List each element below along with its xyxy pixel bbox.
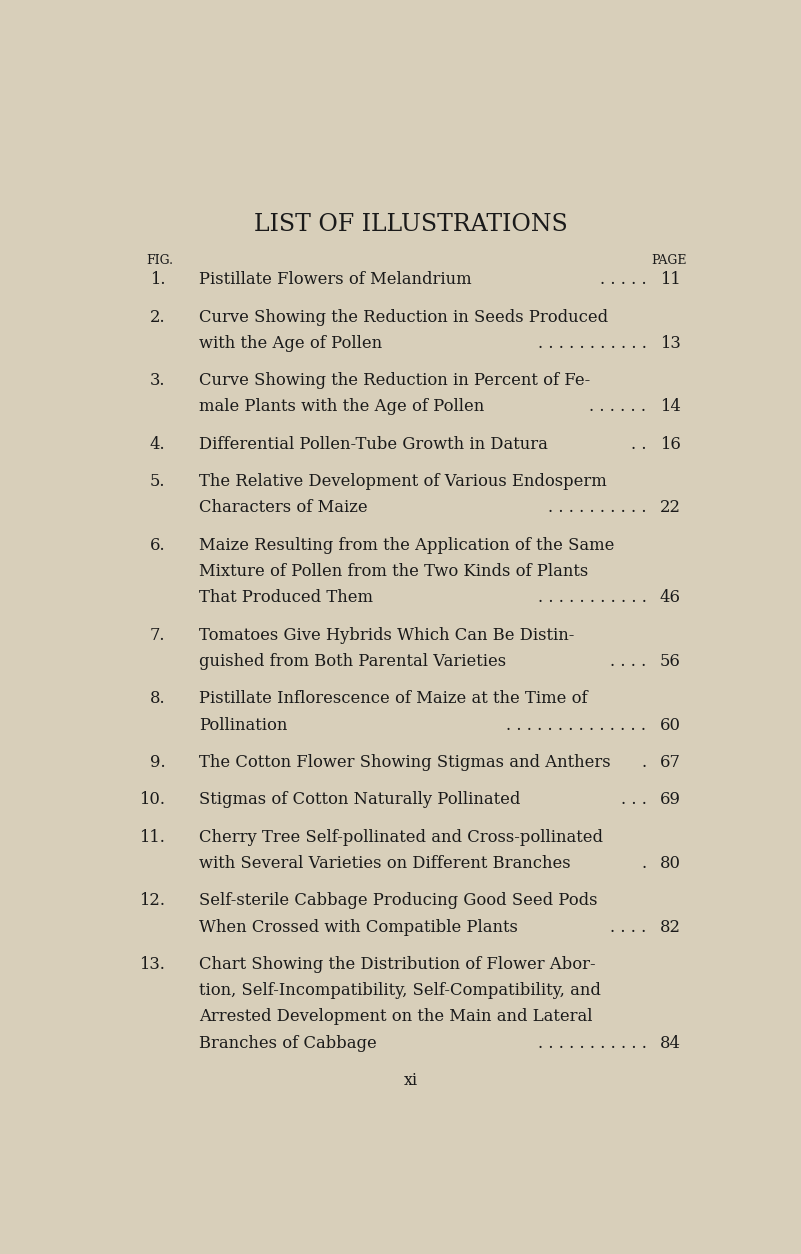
Text: Characters of Maize: Characters of Maize xyxy=(199,499,368,517)
Text: Curve Showing the Reduction in Seeds Produced: Curve Showing the Reduction in Seeds Pro… xyxy=(199,308,609,326)
Text: 84: 84 xyxy=(659,1035,681,1052)
Text: Curve Showing the Reduction in Percent of Fe-: Curve Showing the Reduction in Percent o… xyxy=(199,372,590,389)
Text: That Produced Them: That Produced Them xyxy=(199,589,373,607)
Text: 13: 13 xyxy=(660,335,681,352)
Text: . . . . . . . . . .: . . . . . . . . . . xyxy=(548,499,646,517)
Text: When Crossed with Compatible Plants: When Crossed with Compatible Plants xyxy=(199,919,518,935)
Text: Stigmas of Cotton Naturally Pollinated: Stigmas of Cotton Naturally Pollinated xyxy=(199,791,521,809)
Text: 12.: 12. xyxy=(139,893,165,909)
Text: with Several Varieties on Different Branches: with Several Varieties on Different Bran… xyxy=(199,855,571,872)
Text: 8.: 8. xyxy=(150,691,165,707)
Text: 46: 46 xyxy=(659,589,681,607)
Text: Pistillate Inflorescence of Maize at the Time of: Pistillate Inflorescence of Maize at the… xyxy=(199,691,588,707)
Text: Tomatoes Give Hybrids Which Can Be Distin-: Tomatoes Give Hybrids Which Can Be Disti… xyxy=(199,627,575,643)
Text: . . . . . . . . . . . . . .: . . . . . . . . . . . . . . xyxy=(506,716,646,734)
Text: PAGE: PAGE xyxy=(651,253,686,267)
Text: .: . xyxy=(642,855,646,872)
Text: 16: 16 xyxy=(660,436,681,453)
Text: 60: 60 xyxy=(659,716,681,734)
Text: 7.: 7. xyxy=(150,627,165,643)
Text: 13.: 13. xyxy=(139,956,165,973)
Text: . . . . .: . . . . . xyxy=(600,271,646,288)
Text: 82: 82 xyxy=(659,919,681,935)
Text: Differential Pollen-Tube Growth in Datura: Differential Pollen-Tube Growth in Datur… xyxy=(199,436,549,453)
Text: xi: xi xyxy=(404,1072,417,1088)
Text: Pistillate Flowers of Melandrium: Pistillate Flowers of Melandrium xyxy=(199,271,472,288)
Text: 1.: 1. xyxy=(150,271,165,288)
Text: 6.: 6. xyxy=(150,537,165,554)
Text: 2.: 2. xyxy=(150,308,165,326)
Text: 11: 11 xyxy=(660,271,681,288)
Text: . .: . . xyxy=(631,436,646,453)
Text: . . .: . . . xyxy=(621,791,646,809)
Text: 5.: 5. xyxy=(150,473,165,490)
Text: 3.: 3. xyxy=(150,372,165,389)
Text: Cherry Tree Self-pollinated and Cross-pollinated: Cherry Tree Self-pollinated and Cross-po… xyxy=(199,829,603,845)
Text: 14: 14 xyxy=(660,399,681,415)
Text: male Plants with the Age of Pollen: male Plants with the Age of Pollen xyxy=(199,399,485,415)
Text: guished from Both Parental Varieties: guished from Both Parental Varieties xyxy=(199,653,506,670)
Text: Self-sterile Cabbage Producing Good Seed Pods: Self-sterile Cabbage Producing Good Seed… xyxy=(199,893,598,909)
Text: 56: 56 xyxy=(660,653,681,670)
Text: 69: 69 xyxy=(659,791,681,809)
Text: Branches of Cabbage: Branches of Cabbage xyxy=(199,1035,377,1052)
Text: 9.: 9. xyxy=(150,754,165,771)
Text: .: . xyxy=(642,754,646,771)
Text: . . . .: . . . . xyxy=(610,919,646,935)
Text: FIG.: FIG. xyxy=(147,253,174,267)
Text: Chart Showing the Distribution of Flower Abor-: Chart Showing the Distribution of Flower… xyxy=(199,956,596,973)
Text: 67: 67 xyxy=(660,754,681,771)
Text: Pollination: Pollination xyxy=(199,716,288,734)
Text: 10.: 10. xyxy=(139,791,165,809)
Text: . . . . . . . . . . .: . . . . . . . . . . . xyxy=(537,335,646,352)
Text: Maize Resulting from the Application of the Same: Maize Resulting from the Application of … xyxy=(199,537,615,554)
Text: with the Age of Pollen: with the Age of Pollen xyxy=(199,335,383,352)
Text: . . . . . .: . . . . . . xyxy=(590,399,646,415)
Text: 80: 80 xyxy=(659,855,681,872)
Text: tion, Self-Incompatibility, Self-Compatibility, and: tion, Self-Incompatibility, Self-Compati… xyxy=(199,982,602,999)
Text: Mixture of Pollen from the Two Kinds of Plants: Mixture of Pollen from the Two Kinds of … xyxy=(199,563,589,581)
Text: The Cotton Flower Showing Stigmas and Anthers: The Cotton Flower Showing Stigmas and An… xyxy=(199,754,611,771)
Text: . . . .: . . . . xyxy=(610,653,646,670)
Text: Arrested Development on the Main and Lateral: Arrested Development on the Main and Lat… xyxy=(199,1008,593,1026)
Text: LIST OF ILLUSTRATIONS: LIST OF ILLUSTRATIONS xyxy=(254,213,567,236)
Text: 11.: 11. xyxy=(139,829,165,845)
Text: . . . . . . . . . . .: . . . . . . . . . . . xyxy=(537,589,646,607)
Text: 22: 22 xyxy=(659,499,681,517)
Text: 4.: 4. xyxy=(150,436,165,453)
Text: The Relative Development of Various Endosperm: The Relative Development of Various Endo… xyxy=(199,473,607,490)
Text: . . . . . . . . . . .: . . . . . . . . . . . xyxy=(537,1035,646,1052)
